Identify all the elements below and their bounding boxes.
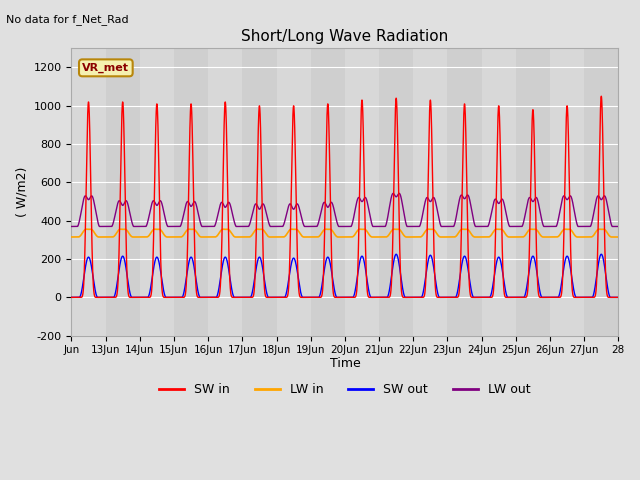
Y-axis label: ( W/m2): ( W/m2) bbox=[15, 167, 28, 217]
Bar bbox=[584, 48, 618, 336]
Text: No data for f_Net_Rad: No data for f_Net_Rad bbox=[6, 14, 129, 25]
Bar bbox=[447, 48, 482, 336]
X-axis label: Time: Time bbox=[330, 357, 360, 370]
Bar bbox=[106, 48, 140, 336]
Legend: SW in, LW in, SW out, LW out: SW in, LW in, SW out, LW out bbox=[154, 378, 536, 401]
Bar bbox=[379, 48, 413, 336]
Bar bbox=[310, 48, 345, 336]
Bar bbox=[516, 48, 550, 336]
Text: VR_met: VR_met bbox=[83, 63, 129, 73]
Title: Short/Long Wave Radiation: Short/Long Wave Radiation bbox=[241, 29, 449, 44]
Bar bbox=[243, 48, 276, 336]
Bar bbox=[174, 48, 208, 336]
